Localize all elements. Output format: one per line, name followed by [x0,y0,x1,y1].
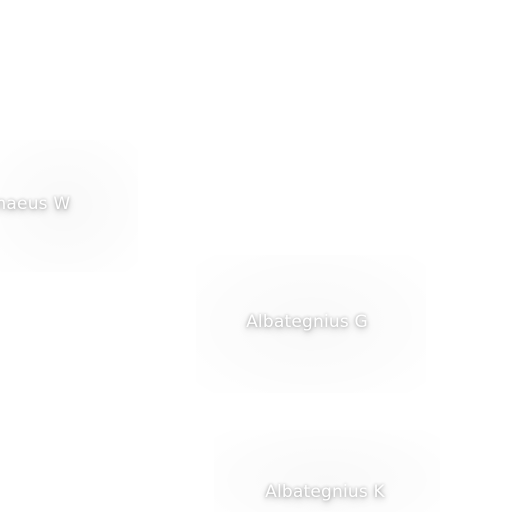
crater-label[interactable]: Albategnius G [246,312,368,332]
crater-label[interactable]: maeus W [0,194,71,214]
crater-label[interactable]: Albategnius K [265,482,385,502]
